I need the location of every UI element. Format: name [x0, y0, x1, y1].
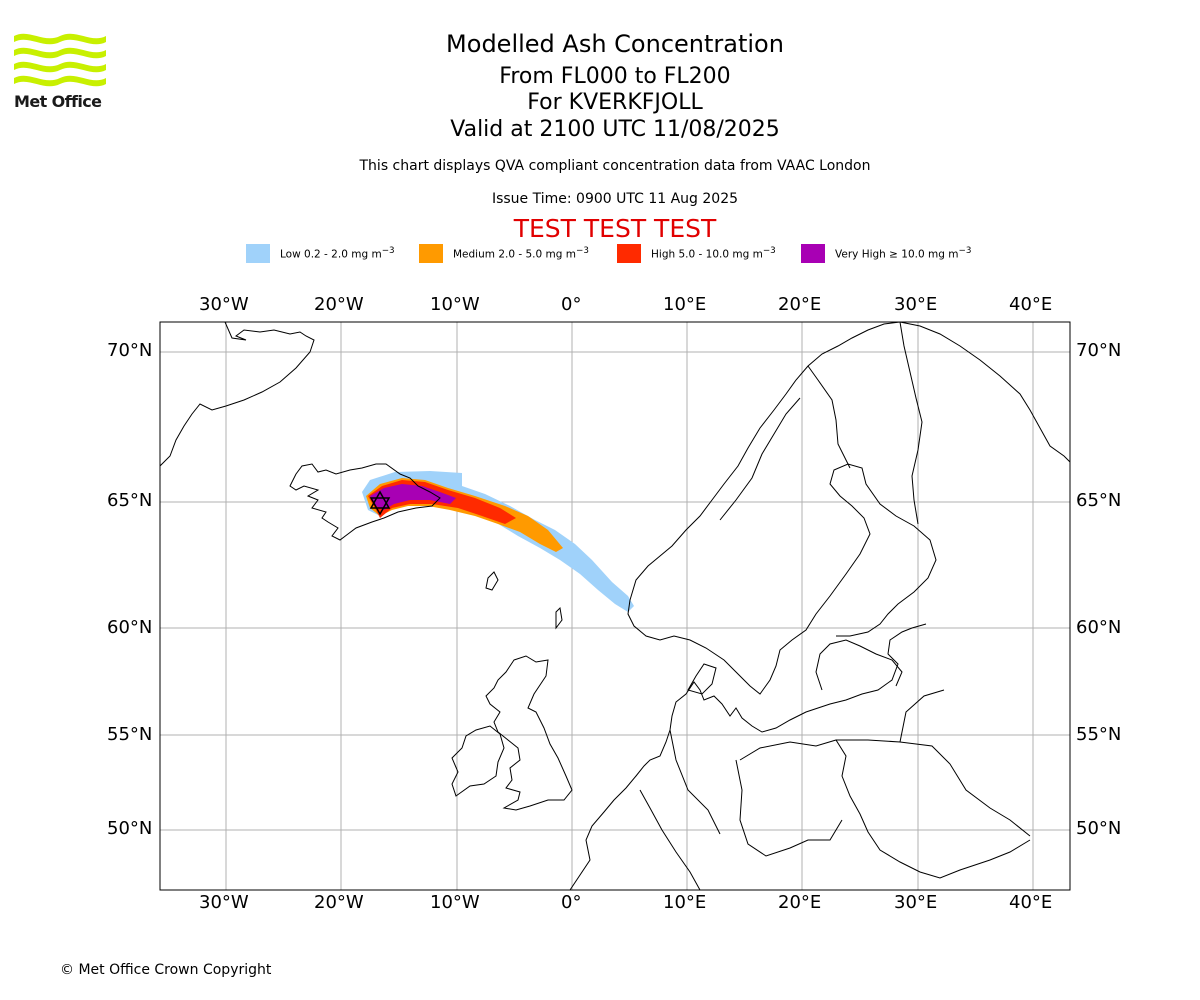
chart-description: This chart displays QVA compliant concen… — [359, 158, 871, 174]
coast-europe-west — [569, 623, 927, 890]
borders-eastern — [836, 689, 1031, 837]
coast-greenland — [160, 322, 315, 467]
lon-label-top-10e: 10°E — [663, 294, 707, 315]
issue-time: Issue Time: 0900 UTC 11 Aug 2025 — [491, 191, 739, 207]
lat-label-right-70n: 70°N — [1076, 340, 1122, 361]
lon-label-top-20w: 20°W — [314, 294, 364, 315]
test-banner: TEST TEST TEST — [513, 214, 717, 243]
legend-swatch-high — [617, 244, 641, 263]
chart-title: Modelled Ash Concentration — [446, 30, 784, 58]
coast-shetland — [555, 606, 563, 630]
lon-label-bottom-10w: 10°W — [430, 892, 480, 913]
lat-label-right-60n: 60°N — [1076, 617, 1122, 638]
legend-unit-exp: −3 — [575, 246, 589, 256]
coast-ireland — [451, 725, 505, 797]
level-range: From FL000 to FL200 — [499, 64, 731, 89]
coast-baltic — [815, 639, 903, 691]
legend-swatch-low — [246, 244, 270, 263]
lat-label-left-70n: 70°N — [107, 340, 153, 361]
lon-label-top-10w: 10°W — [430, 294, 480, 315]
lon-label-bottom-30w: 30°W — [199, 892, 249, 913]
legend-unit-exp: −3 — [958, 246, 972, 256]
coast-scandinavia-south — [627, 463, 937, 695]
lat-label-right-50n: 50°N — [1076, 818, 1122, 839]
ash-very-high — [370, 484, 456, 510]
lat-label-right-55n: 55°N — [1076, 724, 1122, 745]
lat-label-right-65n: 65°N — [1076, 490, 1122, 511]
met-office-waves-icon — [14, 33, 106, 87]
lon-label-top-20e: 20°E — [778, 294, 822, 315]
coast-faroe — [485, 571, 499, 591]
lon-label-bottom-30e: 30°E — [894, 892, 938, 913]
lat-label-left-55n: 55°N — [107, 724, 153, 745]
legend-label-high: High 5.0 - 10.0 mg m — [651, 248, 763, 261]
lon-label-top-40e: 40°E — [1009, 294, 1053, 315]
graticule — [160, 322, 1070, 890]
legend-swatch-very-high — [801, 244, 825, 263]
lon-label-top-30e: 30°E — [894, 294, 938, 315]
legend-unit-exp: −3 — [381, 246, 395, 256]
lon-label-bottom-20e: 20°E — [778, 892, 822, 913]
lon-label-bottom-10e: 10°E — [663, 892, 707, 913]
legend-label-medium: Medium 2.0 - 5.0 mg m — [453, 248, 576, 261]
logo-text: Met Office — [14, 92, 102, 111]
lat-label-left-60n: 60°N — [107, 617, 153, 638]
legend-label-very-high: Very High ≥ 10.0 mg m — [835, 248, 959, 261]
borders-central-europe — [739, 739, 1031, 879]
coast-iceland — [289, 463, 441, 541]
border-finland-russia — [899, 322, 923, 525]
lon-label-bottom-0: 0° — [561, 892, 582, 913]
coast-scandinavia — [629, 322, 1070, 601]
volcano-name: For KVERKFJOLL — [527, 90, 703, 115]
coast-denmark — [687, 663, 717, 695]
borders-western — [639, 729, 721, 890]
coast-great-britain — [485, 655, 573, 811]
lon-label-top-30w: 30°W — [199, 294, 249, 315]
legend-label-low: Low 0.2 - 2.0 mg m — [280, 248, 382, 261]
legend-unit-exp: −3 — [762, 246, 776, 256]
borders-germany-poland — [735, 759, 843, 857]
copyright: © Met Office Crown Copyright — [60, 962, 272, 978]
lat-label-left-50n: 50°N — [107, 818, 153, 839]
map-frame — [159, 321, 1071, 891]
coastlines — [160, 322, 1070, 890]
legend-swatch-medium — [419, 244, 443, 263]
met-office-logo: Met Office — [14, 30, 106, 112]
lon-label-top-0: 0° — [561, 294, 582, 315]
ash-plume — [362, 471, 634, 612]
valid-time: Valid at 2100 UTC 11/08/2025 — [450, 117, 780, 142]
border-norway-sweden — [719, 397, 801, 521]
volcano-marker-icon — [369, 490, 391, 516]
lat-label-left-65n: 65°N — [107, 490, 153, 511]
lon-label-bottom-20w: 20°W — [314, 892, 364, 913]
lon-label-bottom-40e: 40°E — [1009, 892, 1053, 913]
border-sweden-finland — [807, 365, 851, 469]
